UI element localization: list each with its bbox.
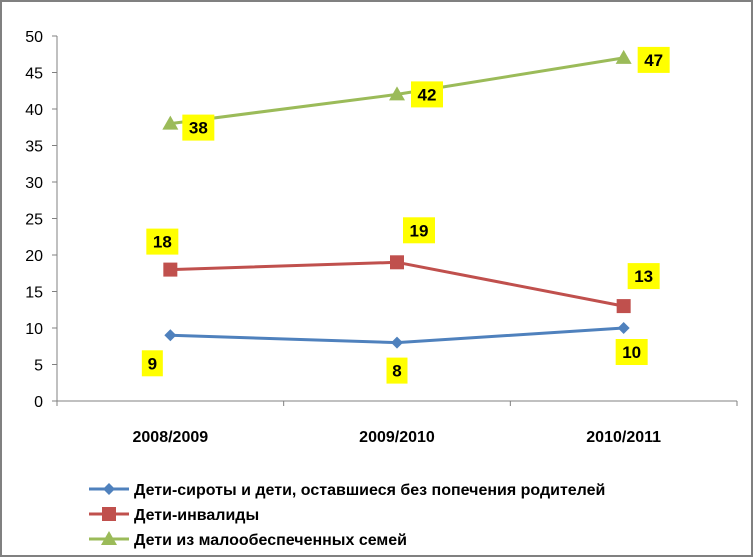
- marker-diamond: [103, 483, 115, 495]
- x-axis-ticks: 2008/2009 2009/2010 2010/2011: [56, 401, 738, 446]
- marker-triangle: [615, 49, 632, 64]
- data-label-text: 38: [189, 119, 208, 138]
- series-layer: [162, 49, 632, 349]
- data-label-box: [615, 339, 648, 365]
- y-tick-label: 35: [25, 139, 43, 156]
- data-label-text: 47: [644, 51, 663, 70]
- x-tick-label: 2008/2009: [133, 429, 209, 446]
- legend-item: Дети-инвалиды: [89, 507, 259, 524]
- y-axis-ticks: 0 5 10 15 20 25 30 35 40 45 50: [25, 29, 57, 411]
- data-label: 42: [411, 81, 443, 108]
- data-label-box: [146, 228, 179, 255]
- data-label-box: [182, 114, 215, 141]
- y-tick-label: 40: [25, 102, 43, 119]
- legend-label: Дети-сироты и дети, оставшиеся без попеч…: [134, 482, 605, 499]
- marker-triangle: [389, 86, 405, 101]
- series-3: [162, 49, 632, 130]
- marker-diamond: [617, 322, 630, 334]
- y-tick-label: 15: [25, 285, 43, 302]
- data-labels: 9 8 10 18 19 13 38 42 47: [141, 46, 670, 384]
- y-tick-label: 30: [25, 175, 43, 192]
- data-label-box: [386, 357, 408, 384]
- data-label-text: 9: [148, 354, 157, 373]
- y-tick-label: 5: [34, 358, 43, 375]
- data-label: 47: [637, 46, 670, 73]
- x-tick-label: 2010/2011: [586, 429, 661, 446]
- data-label: 18: [146, 228, 179, 255]
- data-label-box: [627, 263, 660, 290]
- x-tick-label: 2009/2010: [359, 429, 435, 446]
- data-label-text: 42: [418, 85, 437, 104]
- data-label-box: [637, 46, 670, 73]
- data-label-text: 8: [392, 362, 401, 381]
- data-label: 13: [627, 263, 660, 290]
- data-label: 8: [386, 357, 408, 384]
- legend-label: Дети-инвалиды: [134, 507, 259, 524]
- data-label-text: 19: [410, 221, 429, 240]
- marker-diamond: [391, 336, 403, 349]
- data-label-box: [141, 350, 163, 377]
- marker-diamond: [164, 329, 177, 342]
- data-label-text: 18: [153, 233, 172, 252]
- series-2: [163, 255, 631, 314]
- y-tick-label: 45: [25, 66, 43, 83]
- marker-square: [390, 255, 404, 270]
- data-label-text: 10: [622, 343, 641, 362]
- data-label-box: [411, 81, 443, 108]
- series-1: [164, 322, 630, 349]
- data-label-box: [403, 217, 435, 244]
- data-label: 10: [615, 339, 648, 365]
- y-tick-label: 0: [34, 394, 43, 411]
- y-tick-label: 10: [25, 321, 43, 338]
- legend-item: Дети из малообеспеченных семей: [89, 531, 407, 549]
- marker-square: [163, 262, 178, 277]
- data-label-text: 13: [634, 267, 653, 286]
- y-tick-label: 25: [25, 212, 43, 229]
- data-label: 38: [182, 114, 215, 141]
- data-label: 19: [403, 217, 435, 244]
- marker-square: [616, 299, 631, 314]
- legend-item: Дети-сироты и дети, оставшиеся без попеч…: [89, 482, 605, 499]
- marker-triangle: [162, 115, 179, 130]
- legend-label: Дети из малообеспеченных семей: [134, 532, 407, 549]
- legend: Дети-сироты и дети, оставшиеся без попеч…: [89, 482, 605, 549]
- y-tick-label: 20: [25, 248, 43, 265]
- marker-triangle: [101, 531, 117, 545]
- y-tick-label: 50: [25, 29, 43, 46]
- data-label: 9: [141, 350, 163, 377]
- marker-square: [102, 507, 116, 521]
